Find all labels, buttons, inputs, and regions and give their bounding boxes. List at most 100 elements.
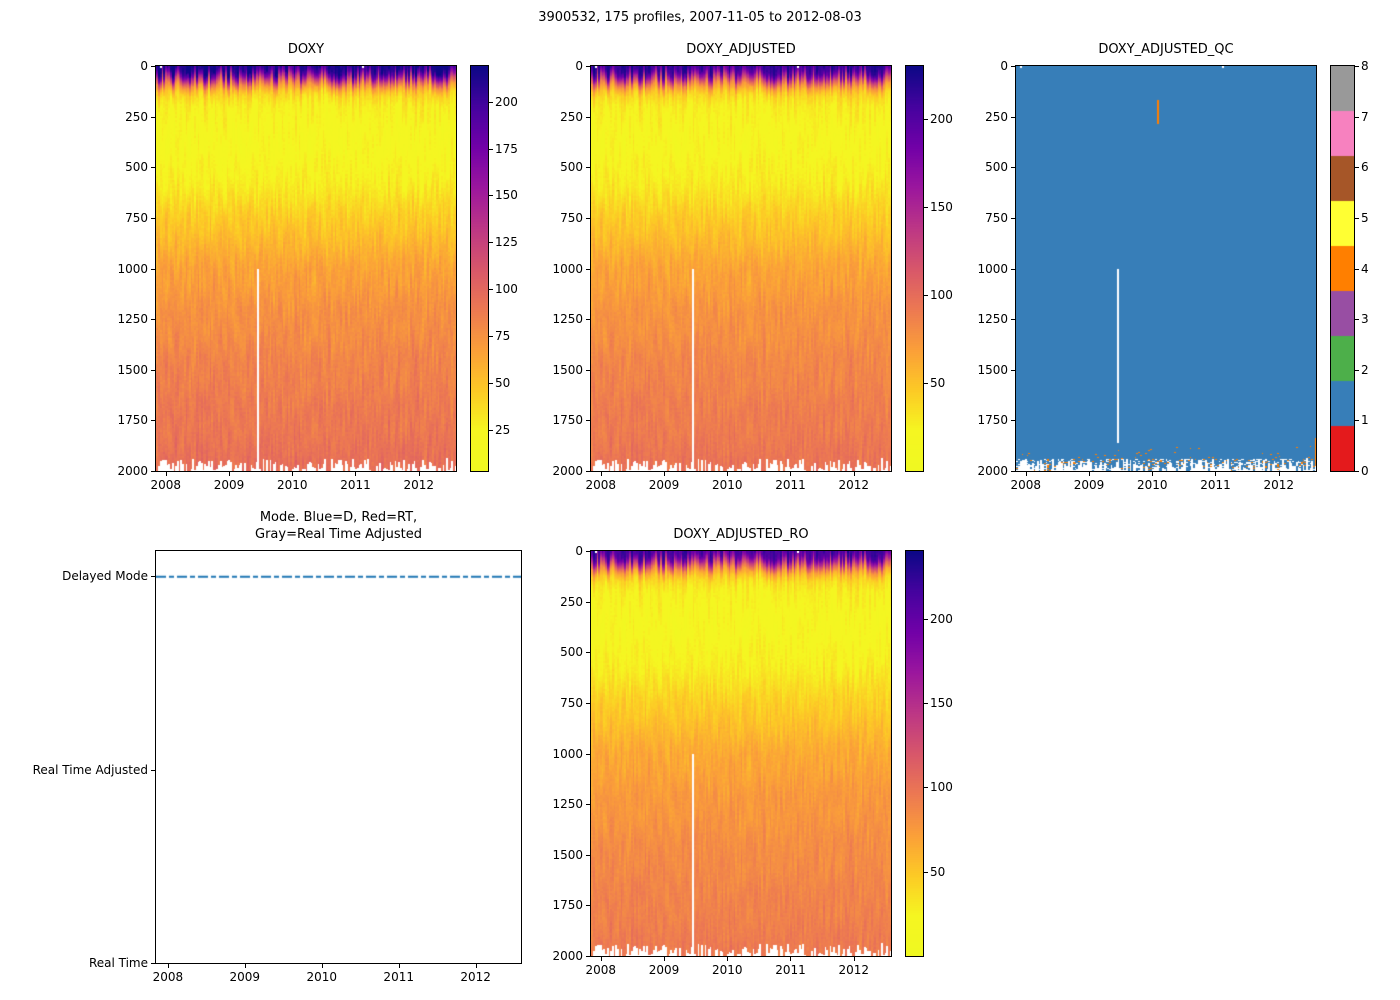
doxy-adjusted-qc-xtick-mark [1088,472,1090,476]
doxy-xtick-label: 2011 [340,478,371,492]
doxy-adjusted-ro-xtick-mark [727,957,729,961]
doxy-adjusted-ro-ytick-label: 750 [560,695,583,710]
mode-xtick-mark [244,964,246,968]
doxy-adjusted-xtick-mark [790,472,792,476]
qc-cb-tick-label: 3 [1361,312,1369,327]
doxy-xtick-mark [355,472,357,476]
qc-colorbar-segments [1331,66,1354,471]
doxy-adjusted-ytick-label: 500 [560,160,583,175]
qc-cb-tick-label: 6 [1361,160,1369,175]
doxy-cb-tick-label: 75 [495,329,511,343]
mode-ytick-label: Delayed Mode [62,569,148,584]
qc-cb-tick-label: 1 [1361,413,1369,428]
doxy-adjusted-colorbar-gradient [906,66,923,471]
doxy-adjusted-ytick-mark [586,116,590,118]
doxy-ytick-label: 1250 [117,312,148,327]
qc-cb-tick-mark [1355,116,1359,118]
doxy-adjusted-ro-xtick-mark [600,957,602,961]
doxy-cb-tick-mark [489,242,493,244]
qc-cb-tick-mark [1355,369,1359,371]
doxy-adjusted-ro-xtick-mark [790,957,792,961]
doxy-adjusted-xtick-mark [727,472,729,476]
subplot-doxy-adjusted-qc-title: DOXY_ADJUSTED_QC [1098,42,1234,58]
doxy-adjusted-ytick-mark [586,369,590,371]
doxy-adjusted-qc-ytick-mark [1011,369,1015,371]
subplot-doxy-title: DOXY [287,42,325,58]
qc-cb-tick-label: 7 [1361,109,1369,124]
doxy-adjusted-qc-xtick-label: 2009 [1073,478,1105,492]
doxy-adjusted-ytick-mark [586,217,590,219]
mode-xtick-label: 2010 [306,970,338,984]
doxy-adjusted-ro-ytick-label: 250 [560,594,583,609]
doxy-cb-tick-mark [489,382,493,384]
qc-colorbar: 0 1 2 3 4 5 6 7 8 [1330,59,1369,478]
doxy-adjusted-ro-ytick-mark [586,702,590,704]
doxy-xtick-label: 2010 [276,478,308,492]
doxy-adjusted-ro-cb-tick-label: 50 [930,864,946,879]
doxy-adjusted-ro-ytick-mark [586,652,590,654]
subplot-doxy-adjusted-ro-title: DOXY_ADJUSTED_RO [673,527,809,543]
qc-cb-tick-mark [1355,217,1359,219]
doxy-xtick-mark [228,472,230,476]
doxy-cb-tick-label: 25 [495,422,511,437]
qc-cb-tick-mark [1355,66,1359,67]
qc-cb-tick-mark [1355,471,1359,472]
doxy-ytick-mark [151,471,155,472]
doxy-adjusted-xtick-label: 2009 [648,478,680,492]
doxy-ytick-mark [151,420,155,422]
doxy-cb-tick-mark [489,148,493,150]
subplot-doxy-adjusted-qc: DOXY_ADJUSTED_QC 0 250 500 750 1000 1250 1500 1… [977,42,1317,492]
doxy-adjusted-ro-ytick-label: 500 [560,645,583,660]
subplot-doxy-adjusted: DOXY_ADJUSTED 0 250 500 750 1000 1250 1500 1750… [552,42,892,492]
doxy-ytick-label: 1000 [117,261,148,276]
doxy-adjusted-qc-ytick-mark [1011,66,1015,67]
doxy-xtick-label: 2009 [213,478,245,492]
doxy-adjusted-cb-tick-mark [924,382,928,384]
doxy-cb-tick-mark [489,101,493,103]
doxy-adjusted-cb-tick-label: 50 [930,375,946,390]
doxy-cb-tick-label: 125 [495,235,518,250]
doxy-ytick-label: 2000 [117,464,148,478]
doxy-adjusted-ro-ytick-mark [586,854,590,856]
doxy-ytick-label: 750 [125,210,148,225]
doxy-adjusted-qc-xtick-mark [1152,472,1154,476]
doxy-adjusted-qc-ytick-label: 1000 [977,261,1008,276]
doxy-adjusted-qc-ytick-label: 0 [1000,59,1008,73]
doxy-adjusted-qc-xtick-label: 2010 [1136,478,1168,492]
doxy-adjusted-ro-xtick-label: 2010 [711,963,743,977]
doxy-adjusted-qc-ytick-label: 500 [985,160,1008,175]
doxy-adjusted-qc-ytick-mark [1011,420,1015,422]
doxy-adjusted-ro-colorbar-gradient [906,551,923,956]
doxy-adjusted-ytick-label: 250 [560,109,583,124]
doxy-adjusted-qc-xtick-mark [1278,472,1280,476]
doxy-adjusted-cb-tick-label: 100 [930,287,953,302]
doxy-adjusted-ro-cb-tick-mark [924,787,928,789]
doxy-adjusted-qc-ytick-mark [1011,167,1015,169]
doxy-ytick-mark [151,319,155,321]
doxy-adjusted-qc-ytick-label: 1500 [977,362,1008,377]
qc-cb-tick-mark [1355,319,1359,321]
doxy-adjusted-qc-xtick-label: 2011 [1200,478,1231,492]
doxy-colorbar-gradient [471,66,488,471]
figure-title: 3900532, 175 profiles, 2007-11-05 to 201… [538,10,862,25]
doxy-adjusted-ytick-label: 1000 [552,261,583,276]
doxy-adjusted-ro-cb-tick-mark [924,702,928,704]
doxy-adjusted-cb-tick-mark [924,294,928,296]
doxy-adjusted-ro-ytick-label: 1000 [552,746,583,761]
doxy-adjusted-ro-xtick-label: 2011 [775,963,806,977]
doxy-adjusted-cb-tick-label: 200 [930,111,953,126]
doxy-ytick-mark [151,268,155,270]
doxy-ytick-label: 1500 [117,362,148,377]
doxy-adjusted-qc-ytick-label: 2000 [977,464,1008,478]
mode-xtick-label: 2012 [460,970,491,984]
doxy-adjusted-qc-ytick-label: 750 [985,210,1008,225]
doxy-adjusted-ro-cb-tick-label: 100 [930,780,953,795]
doxy-adjusted-qc-ytick-mark [1011,471,1015,472]
mode-line-canvas [156,551,521,963]
doxy-adjusted-qc-ytick-mark [1011,217,1015,219]
doxy-adjusted-ytick-label: 2000 [552,464,583,478]
doxy-ytick-mark [151,217,155,219]
mode-xtick-mark [475,964,477,968]
doxy-adjusted-ro-ytick-mark [586,804,590,806]
doxy-adjusted-ro-ytick-mark [586,905,590,907]
